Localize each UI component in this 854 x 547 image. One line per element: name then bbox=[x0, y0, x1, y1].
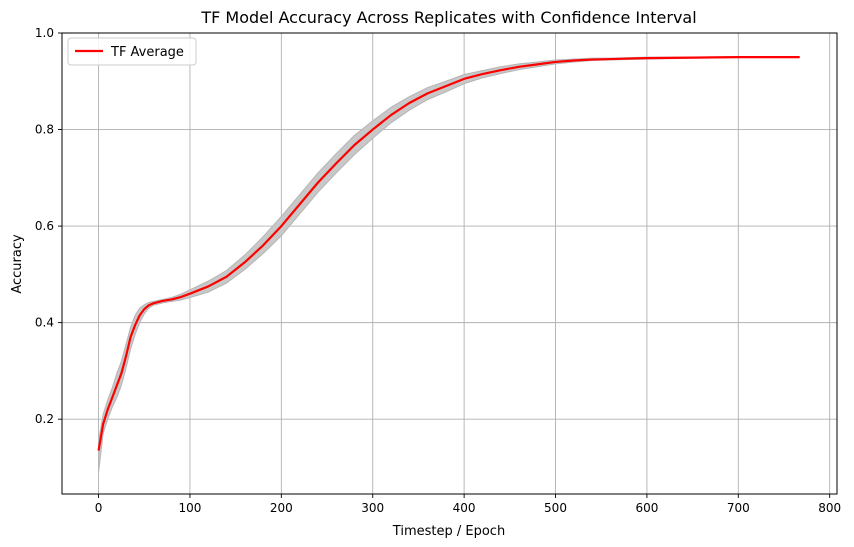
x-tick-label: 700 bbox=[727, 501, 750, 515]
series-line-layer bbox=[97, 56, 800, 451]
x-tick-label: 400 bbox=[453, 501, 476, 515]
x-tick-label: 200 bbox=[270, 501, 293, 515]
x-tick-label: 100 bbox=[178, 501, 201, 515]
chart-title: TF Model Accuracy Across Replicates with… bbox=[200, 8, 696, 27]
y-tick-label: 1.0 bbox=[35, 26, 54, 40]
y-tick-label: 0.2 bbox=[35, 412, 54, 426]
y-tick-label: 0.8 bbox=[35, 123, 54, 137]
legend: TF Average bbox=[67, 37, 197, 66]
grid-lines bbox=[62, 32, 837, 494]
x-tick-label: 0 bbox=[95, 501, 103, 515]
x-tick-label: 600 bbox=[635, 501, 658, 515]
tick-labels: 0 100 200 300 400 500 600 700 800 0.2 0.4 0.6 0.8 1.0 bbox=[35, 26, 841, 515]
legend-label-tf-average: TF Average bbox=[110, 45, 184, 60]
confidence-band bbox=[98, 56, 801, 473]
confidence-band-layer bbox=[98, 56, 801, 473]
x-tick-label: 500 bbox=[544, 501, 567, 515]
y-tick-label: 0.6 bbox=[35, 219, 54, 233]
tf-average-line bbox=[97, 56, 800, 451]
x-axis-label: Timestep / Epoch bbox=[392, 524, 505, 539]
x-tick-label: 300 bbox=[361, 501, 384, 515]
legend-box bbox=[67, 37, 197, 66]
x-tick-label: 800 bbox=[818, 501, 841, 515]
y-tick-label: 0.4 bbox=[35, 316, 54, 330]
axes-frame bbox=[61, 32, 838, 495]
axes bbox=[61, 32, 838, 495]
y-axis-label: Accuracy bbox=[10, 234, 25, 294]
